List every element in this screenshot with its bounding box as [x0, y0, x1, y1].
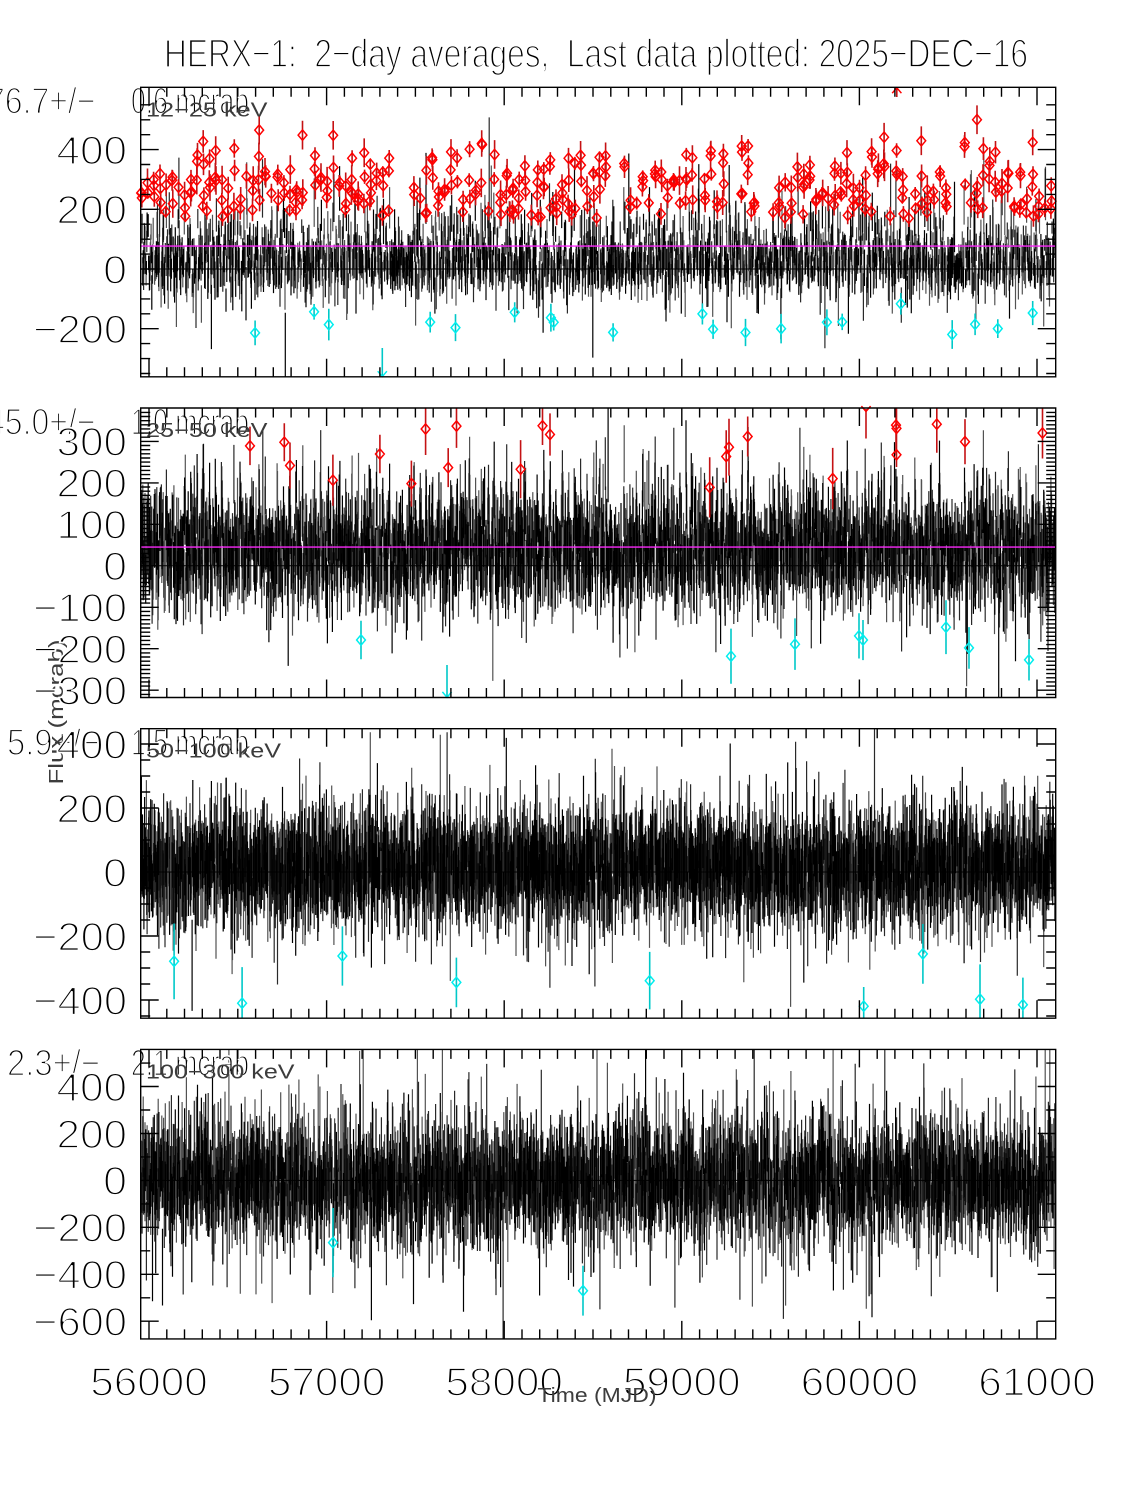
- svg-text:300: 300: [57, 421, 128, 465]
- svg-text:0: 0: [103, 1160, 127, 1204]
- svg-text:200: 200: [57, 787, 128, 831]
- svg-text:2.3+/−: 2.3+/−: [7, 1042, 100, 1084]
- svg-text:61000: 61000: [978, 1361, 1096, 1405]
- svg-text:0: 0: [103, 248, 127, 292]
- svg-text:100−300 keV: 100−300 keV: [146, 1060, 295, 1083]
- svg-text:−200: −200: [33, 628, 127, 672]
- svg-text:45.0+/−: 45.0+/−: [0, 400, 96, 442]
- svg-text:58000: 58000: [445, 1361, 563, 1405]
- svg-text:−300: −300: [33, 670, 127, 714]
- svg-text:0: 0: [103, 851, 127, 895]
- svg-text:100: 100: [57, 504, 128, 548]
- svg-text:200: 200: [57, 189, 128, 233]
- svg-text:200: 200: [57, 1113, 128, 1157]
- svg-text:50−100 keV: 50−100 keV: [146, 740, 281, 763]
- svg-text:−200: −200: [33, 915, 127, 959]
- svg-text:−400: −400: [33, 1254, 127, 1298]
- svg-text:Flux (mcrab): Flux (mcrab): [45, 640, 68, 785]
- svg-text:5.9+/−: 5.9+/−: [7, 721, 100, 763]
- svg-text:200: 200: [57, 462, 128, 506]
- svg-text:59000: 59000: [623, 1361, 741, 1405]
- svg-text:Time (MJD): Time (MJD): [538, 1384, 657, 1407]
- svg-text:2.1 mcrab: 2.1 mcrab: [131, 1042, 249, 1084]
- svg-text:400: 400: [57, 129, 128, 173]
- svg-text:0: 0: [103, 545, 127, 589]
- svg-text:400: 400: [57, 723, 128, 767]
- svg-text:56000: 56000: [90, 1361, 208, 1405]
- svg-text:25−50 keV: 25−50 keV: [146, 419, 268, 442]
- svg-text:HERX−1: 2−day averages, Last: HERX−1: 2−day averages, Last data plotte…: [164, 32, 1028, 76]
- svg-text:−200: −200: [33, 308, 127, 352]
- svg-text:−600: −600: [33, 1301, 127, 1345]
- svg-text:−200: −200: [33, 1207, 127, 1251]
- svg-text:12−25 keV: 12−25 keV: [146, 98, 268, 121]
- svg-text:400: 400: [57, 1066, 128, 1110]
- svg-text:76.7+/−: 76.7+/−: [0, 80, 96, 122]
- svg-text:0.6 mcrab: 0.6 mcrab: [131, 80, 249, 122]
- svg-text:−100: −100: [33, 587, 127, 631]
- svg-text:60000: 60000: [801, 1361, 919, 1405]
- svg-text:−400: −400: [33, 979, 127, 1023]
- svg-text:57000: 57000: [268, 1361, 386, 1405]
